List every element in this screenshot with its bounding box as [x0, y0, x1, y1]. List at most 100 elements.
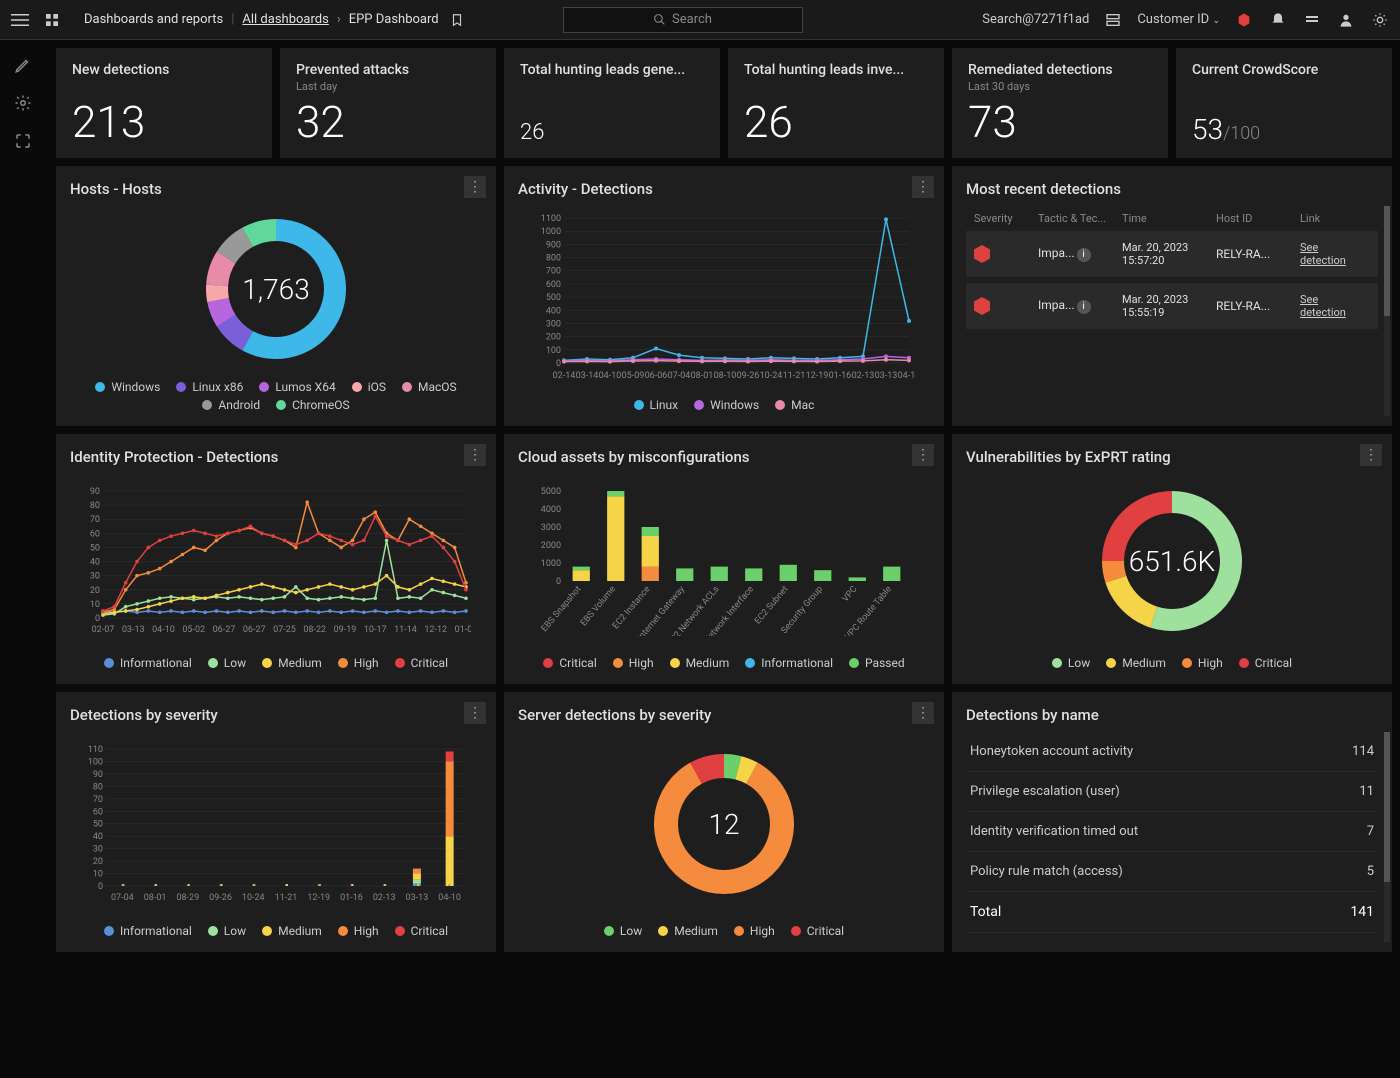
list-item[interactable]: Policy rule match (access)5	[966, 852, 1378, 892]
bookmark-icon[interactable]	[447, 10, 467, 30]
info-icon[interactable]: i	[1077, 300, 1091, 314]
cloud-chart: 010002000300040005000EBS SnapshotEBS Vol…	[534, 486, 914, 636]
svg-text:50: 50	[90, 543, 100, 553]
svg-text:10-17: 10-17	[364, 625, 387, 635]
legend-item[interactable]: Low	[208, 656, 246, 670]
breadcrumb: Dashboards and reports | All dashboards …	[84, 10, 467, 30]
legend-item[interactable]: ChromeOS	[276, 398, 349, 412]
legend-item[interactable]: Lumos X64	[259, 380, 335, 394]
svg-text:10-24: 10-24	[760, 371, 783, 381]
svg-text:06-06: 06-06	[645, 371, 668, 381]
panel-menu-icon[interactable]: ⋮	[912, 176, 934, 198]
legend-item[interactable]: Windows	[95, 380, 160, 394]
svg-text:11-21: 11-21	[275, 893, 298, 903]
panel-menu-icon[interactable]: ⋮	[464, 176, 486, 198]
panel-det-sev: Detections by severity ⋮ 010203040506070…	[56, 692, 496, 952]
legend-item[interactable]: Mac	[775, 398, 814, 412]
panel-recent: Most recent detections SeverityTactic & …	[952, 166, 1392, 426]
legend-item[interactable]: Critical	[1239, 656, 1292, 670]
svg-text:100: 100	[546, 346, 561, 356]
grid-icon[interactable]	[42, 10, 62, 30]
kpi-card[interactable]: Total hunting leads gene... 26	[504, 48, 720, 158]
legend-item[interactable]: Low	[208, 924, 246, 938]
legend-item[interactable]: High	[1182, 656, 1223, 670]
panel-menu-icon[interactable]: ⋮	[464, 702, 486, 724]
panel-menu-icon[interactable]: ⋮	[912, 444, 934, 466]
bell-icon[interactable]	[1268, 10, 1288, 30]
chat-icon[interactable]	[1302, 10, 1322, 30]
breadcrumb-all[interactable]: All dashboards	[242, 12, 328, 27]
svg-text:5000: 5000	[541, 487, 561, 497]
detection-link[interactable]: See detection	[1300, 293, 1360, 319]
info-icon[interactable]: i	[1077, 248, 1091, 262]
panel-title: Detections by name	[966, 706, 1378, 724]
kpi-card[interactable]: Remediated detections Last 30 days 73	[952, 48, 1168, 158]
legend-item[interactable]: Windows	[694, 398, 759, 412]
svg-text:0: 0	[95, 614, 100, 624]
legend-item[interactable]: Low	[604, 924, 642, 938]
legend-item[interactable]: iOS	[352, 380, 386, 394]
edit-icon[interactable]	[14, 56, 34, 76]
search-input[interactable]: Search	[563, 7, 803, 33]
customer-dropdown[interactable]: Customer ID ⌄	[1137, 12, 1220, 27]
legend-item[interactable]: Critical	[395, 656, 448, 670]
list-item[interactable]: Identity verification timed out7	[966, 812, 1378, 852]
legend-item[interactable]: High	[734, 924, 775, 938]
panel-menu-icon[interactable]: ⋮	[1360, 444, 1382, 466]
legend-item[interactable]: Informational	[104, 924, 192, 938]
panel-title: Most recent detections	[966, 180, 1378, 198]
legend-item[interactable]: Low	[1052, 656, 1090, 670]
svg-text:800: 800	[546, 254, 561, 264]
svg-text:11-21: 11-21	[783, 371, 806, 381]
list-item[interactable]: Honeytoken account activity114	[966, 732, 1378, 772]
table-row[interactable]: Impa...i Mar. 20, 2023 15:57:20 RELY-RA.…	[966, 231, 1378, 277]
legend-item[interactable]: Medium	[670, 656, 730, 670]
svg-text:04-10: 04-10	[152, 625, 175, 635]
expand-icon[interactable]	[14, 132, 34, 152]
scrollbar-thumb[interactable]	[1384, 206, 1390, 316]
kpi-card[interactable]: New detections 213	[56, 48, 272, 158]
detection-link[interactable]: See detection	[1300, 241, 1360, 267]
detname-list: Honeytoken account activity114Privilege …	[966, 732, 1378, 933]
svg-text:05-02: 05-02	[182, 625, 205, 635]
legend-item[interactable]: Medium	[262, 656, 322, 670]
legend-item[interactable]: Critical	[543, 656, 596, 670]
gear-icon[interactable]	[14, 94, 34, 114]
kpi-card[interactable]: Current CrowdScore 53/100	[1176, 48, 1392, 158]
legend-item[interactable]: Informational	[104, 656, 192, 670]
legend-item[interactable]: Informational	[745, 656, 833, 670]
legend-item[interactable]: Medium	[658, 924, 718, 938]
svg-text:06-27: 06-27	[243, 625, 266, 635]
svg-text:400: 400	[546, 306, 561, 316]
legend-item[interactable]: High	[338, 924, 379, 938]
kpi-card[interactable]: Total hunting leads inve... 26	[728, 48, 944, 158]
account-label[interactable]: Search@7271f1ad	[982, 12, 1089, 27]
legend-item[interactable]: Critical	[395, 924, 448, 938]
scrollbar-thumb[interactable]	[1384, 732, 1390, 882]
legend-item[interactable]: Android	[202, 398, 260, 412]
legend-item[interactable]: Medium	[262, 924, 322, 938]
list-item[interactable]: Privilege escalation (user)11	[966, 772, 1378, 812]
legend-item[interactable]: Linux x86	[176, 380, 243, 394]
legend-item[interactable]: Passed	[849, 656, 905, 670]
legend-item[interactable]: Linux	[634, 398, 679, 412]
svg-text:09-19: 09-19	[334, 625, 357, 635]
col-header: Host ID	[1216, 212, 1296, 225]
kpi-card[interactable]: Prevented attacks Last day 32	[280, 48, 496, 158]
svg-text:40: 40	[90, 558, 100, 568]
menu-icon[interactable]	[10, 10, 30, 30]
legend-item[interactable]: Medium	[1106, 656, 1166, 670]
legend-item[interactable]: High	[338, 656, 379, 670]
server-icon[interactable]	[1103, 10, 1123, 30]
panel-menu-icon[interactable]: ⋮	[912, 702, 934, 724]
legend-item[interactable]: MacOS	[402, 380, 457, 394]
col-header: Severity	[974, 212, 1034, 225]
brand-icon[interactable]	[1234, 10, 1254, 30]
legend-item[interactable]: Critical	[791, 924, 844, 938]
panel-menu-icon[interactable]: ⋮	[464, 444, 486, 466]
legend-item[interactable]: High	[613, 656, 654, 670]
sun-icon[interactable]	[1370, 10, 1390, 30]
detsev-legend: Informational Low Medium High Critical	[70, 924, 482, 938]
table-row[interactable]: Impa...i Mar. 20, 2023 15:55:19 RELY-RA.…	[966, 283, 1378, 329]
user-icon[interactable]	[1336, 10, 1356, 30]
